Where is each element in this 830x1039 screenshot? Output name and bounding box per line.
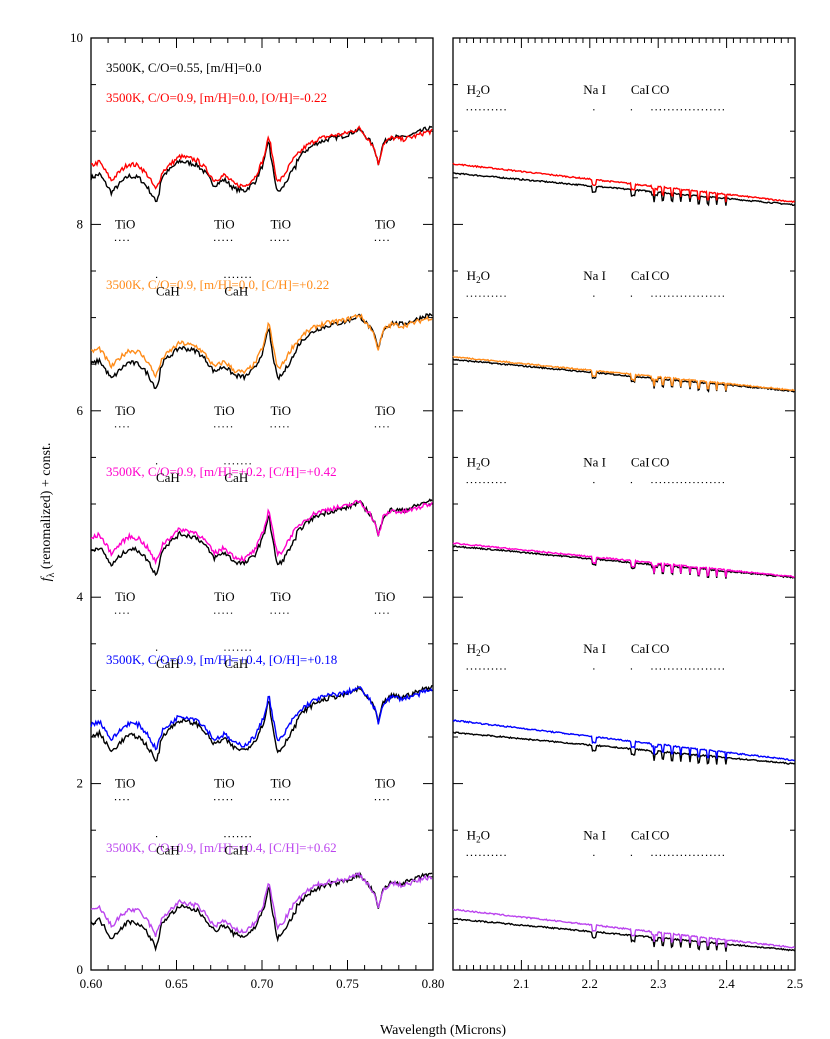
reference-spectrum-infrared — [452, 917, 796, 952]
optical-feature-label: TiO — [375, 776, 395, 791]
legend-entry: 3500K, C/O=0.9, [m/H]=+0.4, [C/H]=+0.62 — [106, 840, 337, 855]
infrared-feature-label: Na I — [583, 268, 606, 283]
model-spectrum-infrared — [452, 908, 796, 949]
optical-feature-label: CaH — [156, 843, 180, 858]
optical-y-tick-label: 6 — [77, 403, 84, 418]
legend-entry: 3500K, C/O=0.9, [m/H]=+0.4, [O/H]=+0.18 — [106, 652, 337, 667]
optical-feature-label: CaH — [156, 656, 180, 671]
optical-feature-label: CaH — [224, 283, 248, 298]
model-spectrum-infrared — [452, 542, 795, 578]
infrared-feature-label: H2O — [467, 268, 490, 285]
model-spectrum-optical — [90, 499, 433, 566]
reference-spectrum-optical — [91, 498, 433, 577]
infrared-feature-label: CO — [651, 455, 669, 470]
infrared-feature-label: CO — [651, 827, 669, 842]
optical-feature-label: TiO — [375, 216, 395, 231]
legend-entry: 3500K, C/O=0.9, [m/H]=0.0, [O/H]=-0.22 — [106, 90, 327, 105]
model-spectrum-infrared — [452, 719, 795, 762]
optical-feature-label: TiO — [115, 589, 135, 604]
optical-feature-label: TiO — [375, 403, 395, 418]
infrared-feature-label: CaI — [631, 641, 650, 656]
optical-feature-label: TiO — [375, 589, 395, 604]
reference-spectrum-infrared — [453, 358, 796, 393]
optical-feature-label: TiO — [214, 776, 234, 791]
optical-feature-label: TiO — [214, 216, 234, 231]
infrared-feature-label: CaI — [631, 455, 650, 470]
optical-y-tick-label: 2 — [77, 776, 84, 791]
optical-feature-label: TiO — [115, 403, 135, 418]
optical-x-tick-label: 0.60 — [80, 976, 103, 991]
optical-feature-label: TiO — [271, 589, 291, 604]
model-spectrum-infrared — [452, 162, 796, 204]
model-spectrum-optical — [90, 313, 433, 379]
optical-panel: 0.60 0.65 0.70 0.75 0.80 0 2 4 6 8 10 TiO CaH TiO CaH T… — [70, 30, 444, 991]
optical-x-tick-label: 0.75 — [336, 976, 359, 991]
optical-x-tick-label: 0.65 — [165, 976, 188, 991]
infrared-x-tick-label: 2.4 — [718, 976, 735, 991]
legend: 3500K, C/O=0.55, [m/H]=0.0 3500K, C/O=0.9… — [106, 60, 337, 855]
infrared-feature-label: CO — [651, 268, 669, 283]
optical-feature-label: TiO — [115, 776, 135, 791]
optical-feature-label: TiO — [214, 403, 234, 418]
model-spectrum-optical — [90, 686, 433, 751]
infrared-x-tick-label: 2.1 — [513, 976, 529, 991]
legend-entry: 3500K, C/O=0.9, [m/H]=+0.2, [C/H]=+0.42 — [106, 464, 337, 479]
infrared-feature-label: Na I — [583, 827, 606, 842]
optical-y-tick-label: 8 — [77, 216, 84, 231]
infrared-x-tick-label: 2.3 — [650, 976, 666, 991]
reference-spectrum-optical — [90, 312, 433, 390]
optical-feature-label: TiO — [115, 216, 135, 231]
model-spectrum-optical — [90, 125, 433, 190]
infrared-feature-label: H2O — [467, 641, 490, 658]
infrared-x-tick-label: 2.2 — [582, 976, 598, 991]
optical-feature-label: TiO — [271, 216, 291, 231]
legend-entry: 3500K, C/O=0.55, [m/H]=0.0 — [106, 60, 262, 75]
infrared-feature-label: Na I — [583, 455, 606, 470]
optical-frame — [90, 37, 434, 971]
infrared-feature-label: CaI — [631, 827, 650, 842]
y-axis-label: fλ (renomalized) + const. — [39, 443, 57, 582]
reference-spectrum-infrared — [452, 172, 796, 207]
optical-y-tick-label: 10 — [70, 30, 83, 45]
optical-feature-label: CaH — [156, 470, 180, 485]
optical-feature-label: TiO — [214, 589, 234, 604]
optical-feature-label: CaH — [224, 656, 248, 671]
infrared-x-tick-label: 2.5 — [787, 976, 803, 991]
y-axis-label-rest: (renomalized) + const. — [39, 443, 54, 573]
optical-y-tick-label: 0 — [77, 962, 84, 977]
x-axis-label: Wavelength (Microns) — [380, 1023, 506, 1038]
infrared-feature-label: CO — [651, 82, 669, 97]
model-spectrum-optical — [90, 871, 433, 937]
optical-y-tick-label: 4 — [77, 589, 84, 604]
infrared-feature-label: Na I — [583, 641, 606, 656]
y-axis-label-symbol: f — [39, 575, 54, 581]
optical-feature-label: CaH — [156, 283, 180, 298]
infrared-feature-label: H2O — [467, 827, 490, 844]
reference-spectrum-infrared — [452, 731, 795, 765]
optical-x-tick-label: 0.70 — [251, 976, 274, 991]
infrared-feature-label: H2O — [467, 82, 490, 99]
infrared-feature-label: CO — [651, 641, 669, 656]
optical-feature-label: CaH — [224, 470, 248, 485]
infrared-feature-label: CaI — [631, 82, 650, 97]
infrared-feature-label: H2O — [467, 455, 490, 472]
infrared-feature-label: CaI — [631, 268, 650, 283]
optical-feature-label: CaH — [224, 843, 248, 858]
optical-feature-label: TiO — [271, 776, 291, 791]
optical-x-tick-label: 0.80 — [422, 976, 445, 991]
legend-entry: 3500K, C/O=0.9, [m/H]=0.0, [C/H]=+0.22 — [106, 277, 329, 292]
optical-feature-label: TiO — [271, 403, 291, 418]
y-axis-label-subscript: λ — [46, 572, 57, 577]
reference-spectrum-infrared — [452, 544, 795, 579]
model-spectrum-infrared — [452, 355, 795, 392]
infrared-feature-label: Na I — [583, 82, 606, 97]
